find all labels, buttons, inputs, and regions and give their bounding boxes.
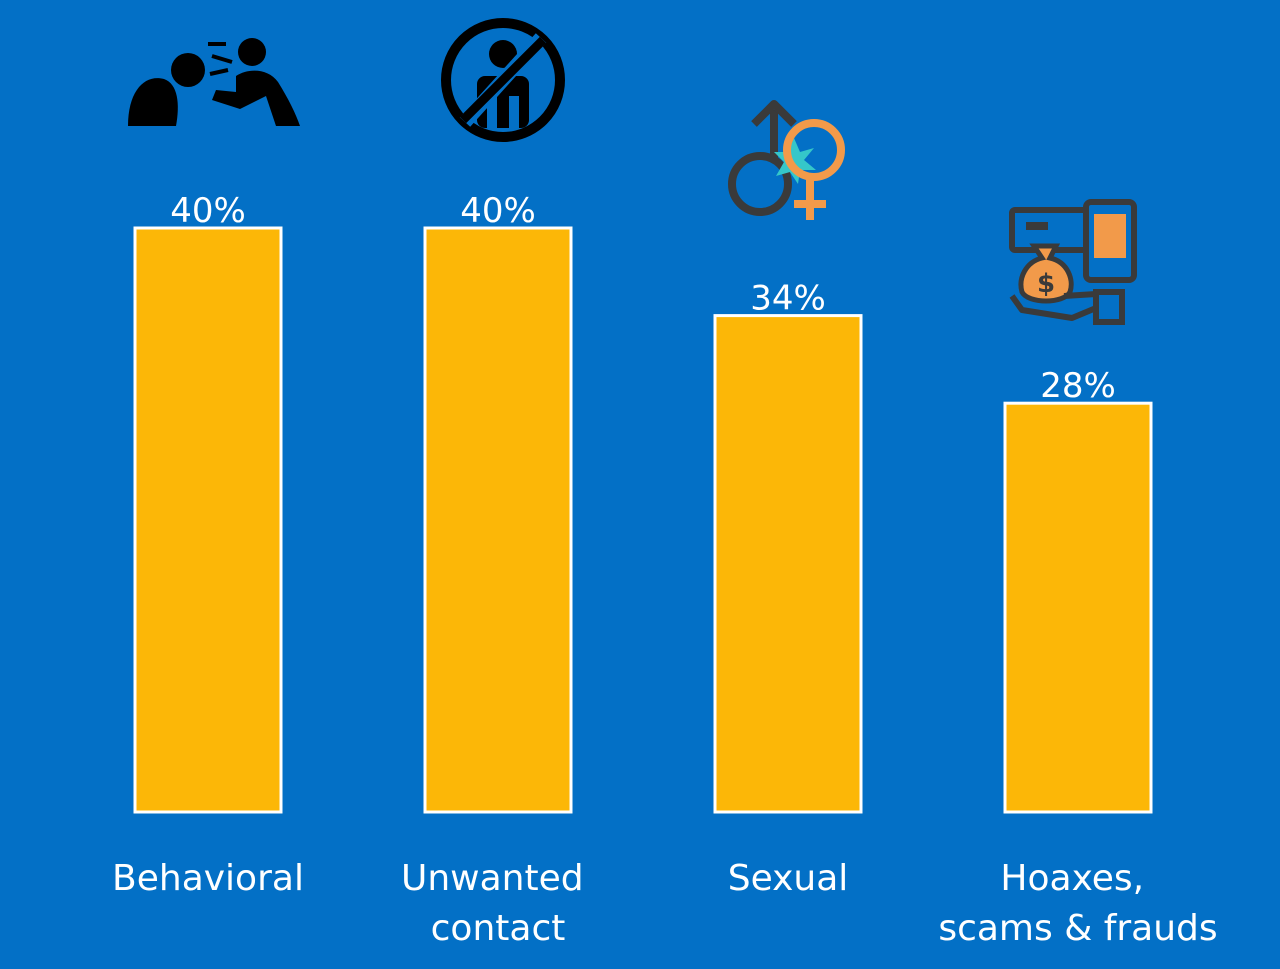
no-contact-icon (441, 18, 565, 142)
category-label-unwanted-contact: Unwanted contact (401, 858, 595, 949)
value-label-hoaxes-scams-frauds: 28% (1040, 366, 1116, 406)
bars-group (133, 226, 1153, 814)
category-label-line: Sexual (728, 858, 849, 899)
category-label-line: Unwanted (401, 858, 584, 899)
category-label-sexual: Sexual (728, 858, 849, 899)
category-label-hoaxes-scams-frauds: Hoaxes, scams & frauds (938, 858, 1217, 949)
gender-symbols-icon (728, 100, 845, 220)
value-labels: 40% 40% 34% 28% (170, 191, 1116, 406)
bar-unwanted-contact (423, 226, 573, 814)
value-label-behavioral: 40% (170, 191, 246, 231)
category-label-line: scams & frauds (938, 908, 1217, 949)
bar-behavioral (133, 226, 283, 814)
svg-text:$: $ (1037, 269, 1055, 299)
category-label-line: Hoaxes, (1000, 858, 1144, 899)
category-label-behavioral: Behavioral (112, 858, 304, 899)
value-label-unwanted-contact: 40% (460, 191, 536, 231)
shouting-person-icon (128, 38, 300, 126)
category-label-line: contact (431, 908, 566, 949)
bar-sexual (713, 314, 863, 814)
value-label-sexual: 34% (750, 279, 826, 319)
category-label-line: Behavioral (112, 858, 304, 899)
money-scam-icon: $ (1009, 199, 1137, 325)
category-labels: Behavioral Unwanted contact Sexual Hoaxe… (112, 858, 1218, 949)
bar-hoaxes-scams-frauds (1003, 401, 1153, 814)
